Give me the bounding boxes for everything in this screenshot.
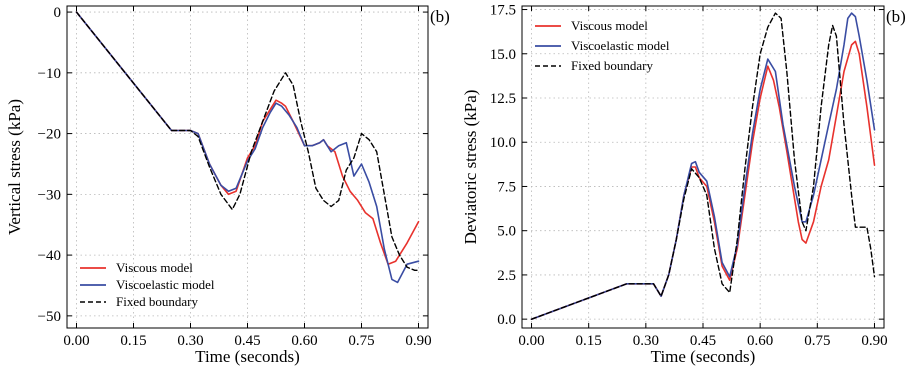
legend-label: Viscoelastic model	[571, 38, 670, 53]
x-tick-label: 0.75	[348, 333, 374, 349]
plot-frame	[521, 5, 885, 329]
x-tick-label: 0.30	[177, 333, 203, 349]
y-tick-label: 0.0	[497, 312, 516, 328]
y-tick-label: 7.5	[497, 179, 516, 195]
x-tick-label: 0.60	[291, 333, 317, 349]
x-axis-label: Time (seconds)	[195, 347, 300, 366]
x-tick-label: 0.45	[690, 333, 716, 349]
left-chart: 0.00 0.15 0.30 0.45 0.60 0.75 0.90 0 −10 −20 −30 −4…	[5, 5, 450, 366]
x-tick-label: 0.00	[63, 333, 89, 349]
series-line-fixed-boundary	[75, 11, 420, 271]
series-line-fixed-boundary	[530, 12, 876, 320]
y-tick-label: 12.5	[490, 91, 516, 107]
legend-label: Viscous model	[571, 18, 648, 33]
panel-label: (b)	[886, 7, 906, 26]
x-tick-label: 0.75	[804, 333, 830, 349]
y-tick-label: 15.0	[490, 47, 516, 63]
series-line-viscoelastic-model	[75, 11, 420, 284]
y-tick-label: 10.0	[490, 135, 516, 151]
legend-label: Fixed boundary	[571, 58, 653, 73]
y-tick-label: 0	[54, 5, 62, 21]
y-tick-label: −30	[38, 187, 61, 203]
x-tick-label: 0.15	[120, 333, 146, 349]
x-axis-label: Time (seconds)	[651, 347, 756, 366]
x-tick-label: 0.60	[747, 333, 773, 349]
legend-label: Viscoelastic model	[116, 277, 215, 292]
x-tick-label: 0.15	[576, 333, 602, 349]
y-tick-label: 17.5	[490, 3, 516, 19]
y-axis-label: Vertical stress (kPa)	[5, 99, 24, 235]
x-tick-label: 0.00	[518, 333, 544, 349]
y-tick-label: 2.5	[497, 268, 516, 284]
x-tick-label: 0.45	[234, 333, 260, 349]
right-chart: 0.00 0.15 0.30 0.45 0.60 0.75 0.90 0.0 2.5 5.0 7.5…	[461, 3, 906, 366]
y-tick-label: −50	[38, 309, 61, 325]
y-tick-label: −10	[38, 66, 61, 82]
y-tick-label: −20	[38, 127, 61, 143]
y-axis-label: Deviatoric stress (kPa)	[461, 90, 480, 245]
x-tick-label: 0.30	[633, 333, 659, 349]
legend-label: Viscous model	[116, 260, 193, 275]
panel-label: (b)	[430, 7, 450, 26]
y-tick-label: −40	[38, 248, 61, 264]
legend-label: Fixed boundary	[116, 294, 198, 309]
x-tick-label: 0.90	[861, 333, 887, 349]
y-tick-label: 5.0	[497, 224, 516, 240]
x-tick-label: 0.90	[405, 333, 431, 349]
